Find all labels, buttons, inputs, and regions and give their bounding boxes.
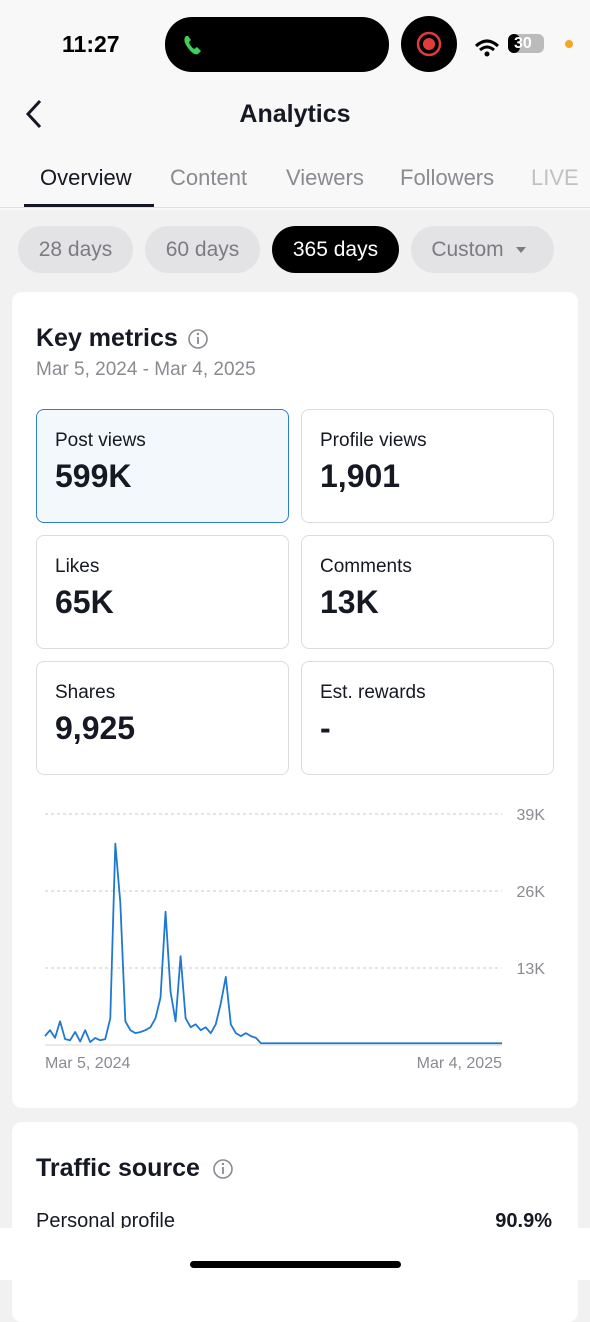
metric-card[interactable]: Post views 599K — [36, 409, 289, 523]
filter-pill[interactable]: 28 days — [18, 226, 133, 273]
metric-value: 13K — [320, 584, 379, 620]
metric-label: Likes — [55, 556, 100, 577]
home-indicator — [190, 1261, 401, 1268]
metric-value: - — [320, 710, 331, 746]
y-tick-label: 26K — [517, 884, 546, 901]
y-tick-label: 39K — [517, 807, 546, 824]
metric-card[interactable]: Comments 13K — [301, 535, 554, 649]
tab[interactable]: Overview — [40, 165, 132, 190]
metric-value: 599K — [55, 458, 132, 494]
filter-label: 28 days — [38, 237, 113, 261]
metric-value: 9,925 — [55, 710, 136, 746]
info-icon[interactable] — [212, 1158, 234, 1180]
filter-pill[interactable]: Custom — [411, 226, 554, 273]
metric-label: Est. rewards — [320, 682, 426, 703]
y-tick-label: 13K — [517, 961, 546, 978]
section-title: Traffic source — [36, 1154, 200, 1182]
data-line — [44, 842, 502, 1045]
metric-label: Comments — [320, 556, 412, 577]
traffic-label: Personal profile — [36, 1210, 175, 1232]
page-title: Analytics — [239, 100, 351, 128]
metric-card[interactable]: Est. rewards - — [301, 661, 554, 775]
status-time: 11:27 — [62, 31, 120, 57]
tab[interactable]: Content — [170, 165, 248, 190]
tab-indicator — [24, 204, 154, 207]
tab[interactable]: Viewers — [286, 165, 364, 190]
metric-value: 1,901 — [320, 458, 401, 494]
metric-label: Shares — [55, 682, 116, 703]
date-range: Mar 5, 2024 - Mar 4, 2025 — [36, 359, 256, 380]
traffic-value: 90.9% — [495, 1210, 552, 1232]
x-tick-label: Mar 4, 2025 — [417, 1055, 502, 1072]
battery-level: 30 — [514, 35, 532, 52]
metric-label: Post views — [55, 430, 146, 451]
metric-card[interactable]: Profile views 1,901 — [301, 409, 554, 523]
tab[interactable]: Followers — [400, 165, 495, 190]
info-icon[interactable] — [187, 328, 209, 350]
line-chart: 13K 26K 39K Mar 5, 2024 Mar 4, 2025 — [44, 807, 546, 1072]
metric-card[interactable]: Likes 65K — [36, 535, 289, 649]
filter-pill[interactable]: 365 days — [272, 226, 399, 273]
metric-label: Profile views — [320, 430, 427, 451]
home-area — [0, 1228, 590, 1280]
divider — [0, 207, 590, 208]
metric-value: 65K — [55, 584, 114, 620]
back-button[interactable] — [20, 98, 50, 130]
tab[interactable]: LIVE — [531, 165, 579, 190]
filter-label: 365 days — [292, 237, 379, 261]
section-title: Key metrics — [36, 324, 178, 352]
x-tick-label: Mar 5, 2024 — [45, 1055, 130, 1072]
filter-label: 60 days — [165, 237, 240, 261]
metric-card[interactable]: Shares 9,925 — [36, 661, 289, 775]
filter-pill[interactable]: 60 days — [145, 226, 260, 273]
screen: 11:27 30 Analytics Key metrics Mar 5, 20… — [0, 16, 590, 1322]
dropdown-icon — [515, 246, 526, 253]
filter-label: Custom — [431, 237, 504, 261]
status-icons — [165, 16, 573, 72]
